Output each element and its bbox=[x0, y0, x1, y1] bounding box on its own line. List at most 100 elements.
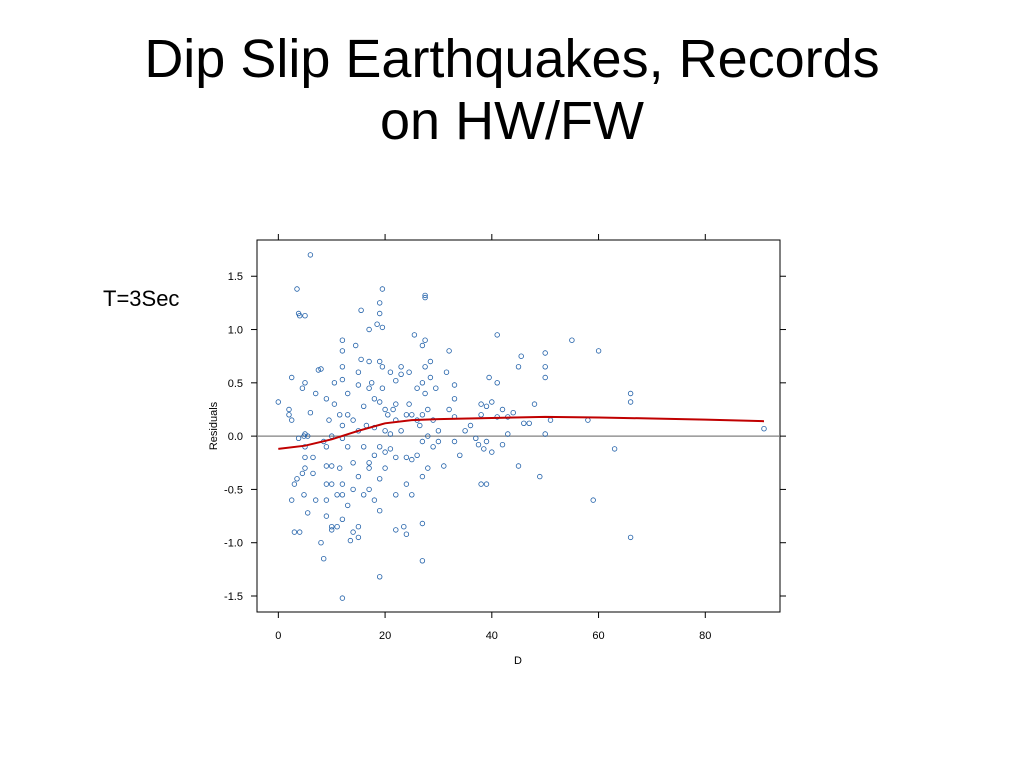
x-tick-label: 20 bbox=[379, 630, 391, 642]
data-point bbox=[403, 531, 410, 537]
data-point bbox=[430, 444, 436, 450]
data-point bbox=[302, 313, 308, 319]
data-point bbox=[478, 412, 484, 418]
data-point bbox=[419, 473, 426, 480]
data-point bbox=[531, 401, 538, 407]
data-point bbox=[294, 286, 300, 292]
data-point bbox=[371, 497, 378, 503]
data-point bbox=[422, 294, 428, 301]
data-point bbox=[369, 380, 375, 386]
data-point bbox=[419, 438, 426, 445]
data-point bbox=[366, 460, 372, 466]
data-point bbox=[326, 417, 332, 423]
data-point bbox=[305, 433, 311, 439]
data-point bbox=[275, 399, 281, 405]
data-point bbox=[457, 452, 463, 458]
data-point bbox=[337, 412, 343, 418]
data-point bbox=[315, 367, 322, 373]
data-point bbox=[403, 454, 410, 461]
data-point bbox=[355, 369, 362, 375]
x-tick-label: 80 bbox=[699, 630, 711, 642]
data-point bbox=[353, 342, 359, 349]
data-points-layer bbox=[275, 252, 767, 601]
data-point bbox=[366, 486, 372, 493]
data-point bbox=[339, 595, 346, 601]
data-point bbox=[387, 446, 394, 452]
data-point bbox=[542, 431, 548, 437]
data-point bbox=[377, 476, 383, 482]
data-point bbox=[323, 444, 330, 450]
data-point bbox=[323, 497, 330, 503]
data-point bbox=[406, 401, 412, 407]
data-point bbox=[510, 410, 516, 416]
period-label: T=3Sec bbox=[103, 286, 180, 311]
data-point bbox=[569, 337, 575, 343]
data-point bbox=[371, 452, 378, 458]
data-point bbox=[355, 524, 362, 530]
data-point bbox=[595, 348, 602, 354]
data-point bbox=[515, 364, 522, 370]
data-point bbox=[318, 366, 324, 372]
y-tick-label: -1.5 bbox=[224, 591, 243, 603]
data-point bbox=[334, 524, 340, 530]
data-point bbox=[361, 492, 367, 498]
data-point bbox=[761, 426, 767, 432]
data-point bbox=[505, 431, 511, 437]
data-point bbox=[339, 348, 346, 354]
data-point bbox=[451, 438, 458, 445]
data-point bbox=[339, 422, 346, 429]
data-point bbox=[355, 473, 362, 480]
data-point bbox=[627, 390, 634, 397]
data-point bbox=[337, 465, 343, 471]
data-point bbox=[307, 410, 314, 416]
data-point bbox=[321, 556, 327, 562]
data-point bbox=[521, 420, 527, 426]
data-point bbox=[542, 374, 548, 381]
data-point bbox=[286, 412, 292, 418]
data-point bbox=[486, 374, 492, 381]
data-point bbox=[313, 390, 319, 397]
data-point bbox=[406, 369, 412, 375]
data-point bbox=[417, 422, 423, 429]
data-point bbox=[425, 433, 431, 439]
data-point bbox=[347, 537, 354, 544]
data-point bbox=[499, 406, 506, 413]
data-point bbox=[462, 428, 468, 434]
x-tick-label: 60 bbox=[592, 630, 604, 642]
data-point bbox=[345, 412, 351, 418]
data-point bbox=[379, 286, 386, 292]
data-point bbox=[398, 428, 404, 434]
data-point bbox=[518, 353, 524, 359]
data-point bbox=[323, 396, 330, 402]
data-point bbox=[494, 380, 500, 386]
data-point bbox=[478, 481, 484, 487]
data-point bbox=[329, 524, 335, 530]
data-point bbox=[302, 454, 308, 461]
data-point bbox=[382, 406, 388, 413]
data-point bbox=[481, 446, 487, 452]
data-point bbox=[435, 428, 442, 434]
data-point bbox=[350, 486, 356, 493]
data-point bbox=[334, 492, 340, 498]
data-point bbox=[390, 406, 396, 413]
data-point bbox=[387, 431, 394, 437]
data-point bbox=[377, 358, 383, 365]
data-point bbox=[467, 422, 474, 429]
data-point bbox=[403, 412, 410, 418]
data-point bbox=[313, 497, 319, 503]
data-point bbox=[371, 396, 378, 402]
data-point bbox=[537, 473, 543, 480]
data-point bbox=[339, 516, 346, 522]
data-point bbox=[339, 376, 346, 383]
x-axis-ticks: 0 20 40 60 80 bbox=[275, 234, 711, 642]
data-point bbox=[451, 396, 458, 402]
data-point bbox=[473, 435, 479, 441]
data-point bbox=[414, 385, 420, 391]
data-point bbox=[409, 456, 415, 463]
data-point bbox=[297, 529, 303, 535]
data-point bbox=[307, 252, 314, 258]
slide-title: Dip Slip Earthquakes, Records on HW/FW bbox=[0, 28, 1024, 152]
y-tick-label: 0.5 bbox=[228, 378, 243, 390]
data-point bbox=[345, 390, 351, 397]
data-point bbox=[358, 307, 364, 313]
